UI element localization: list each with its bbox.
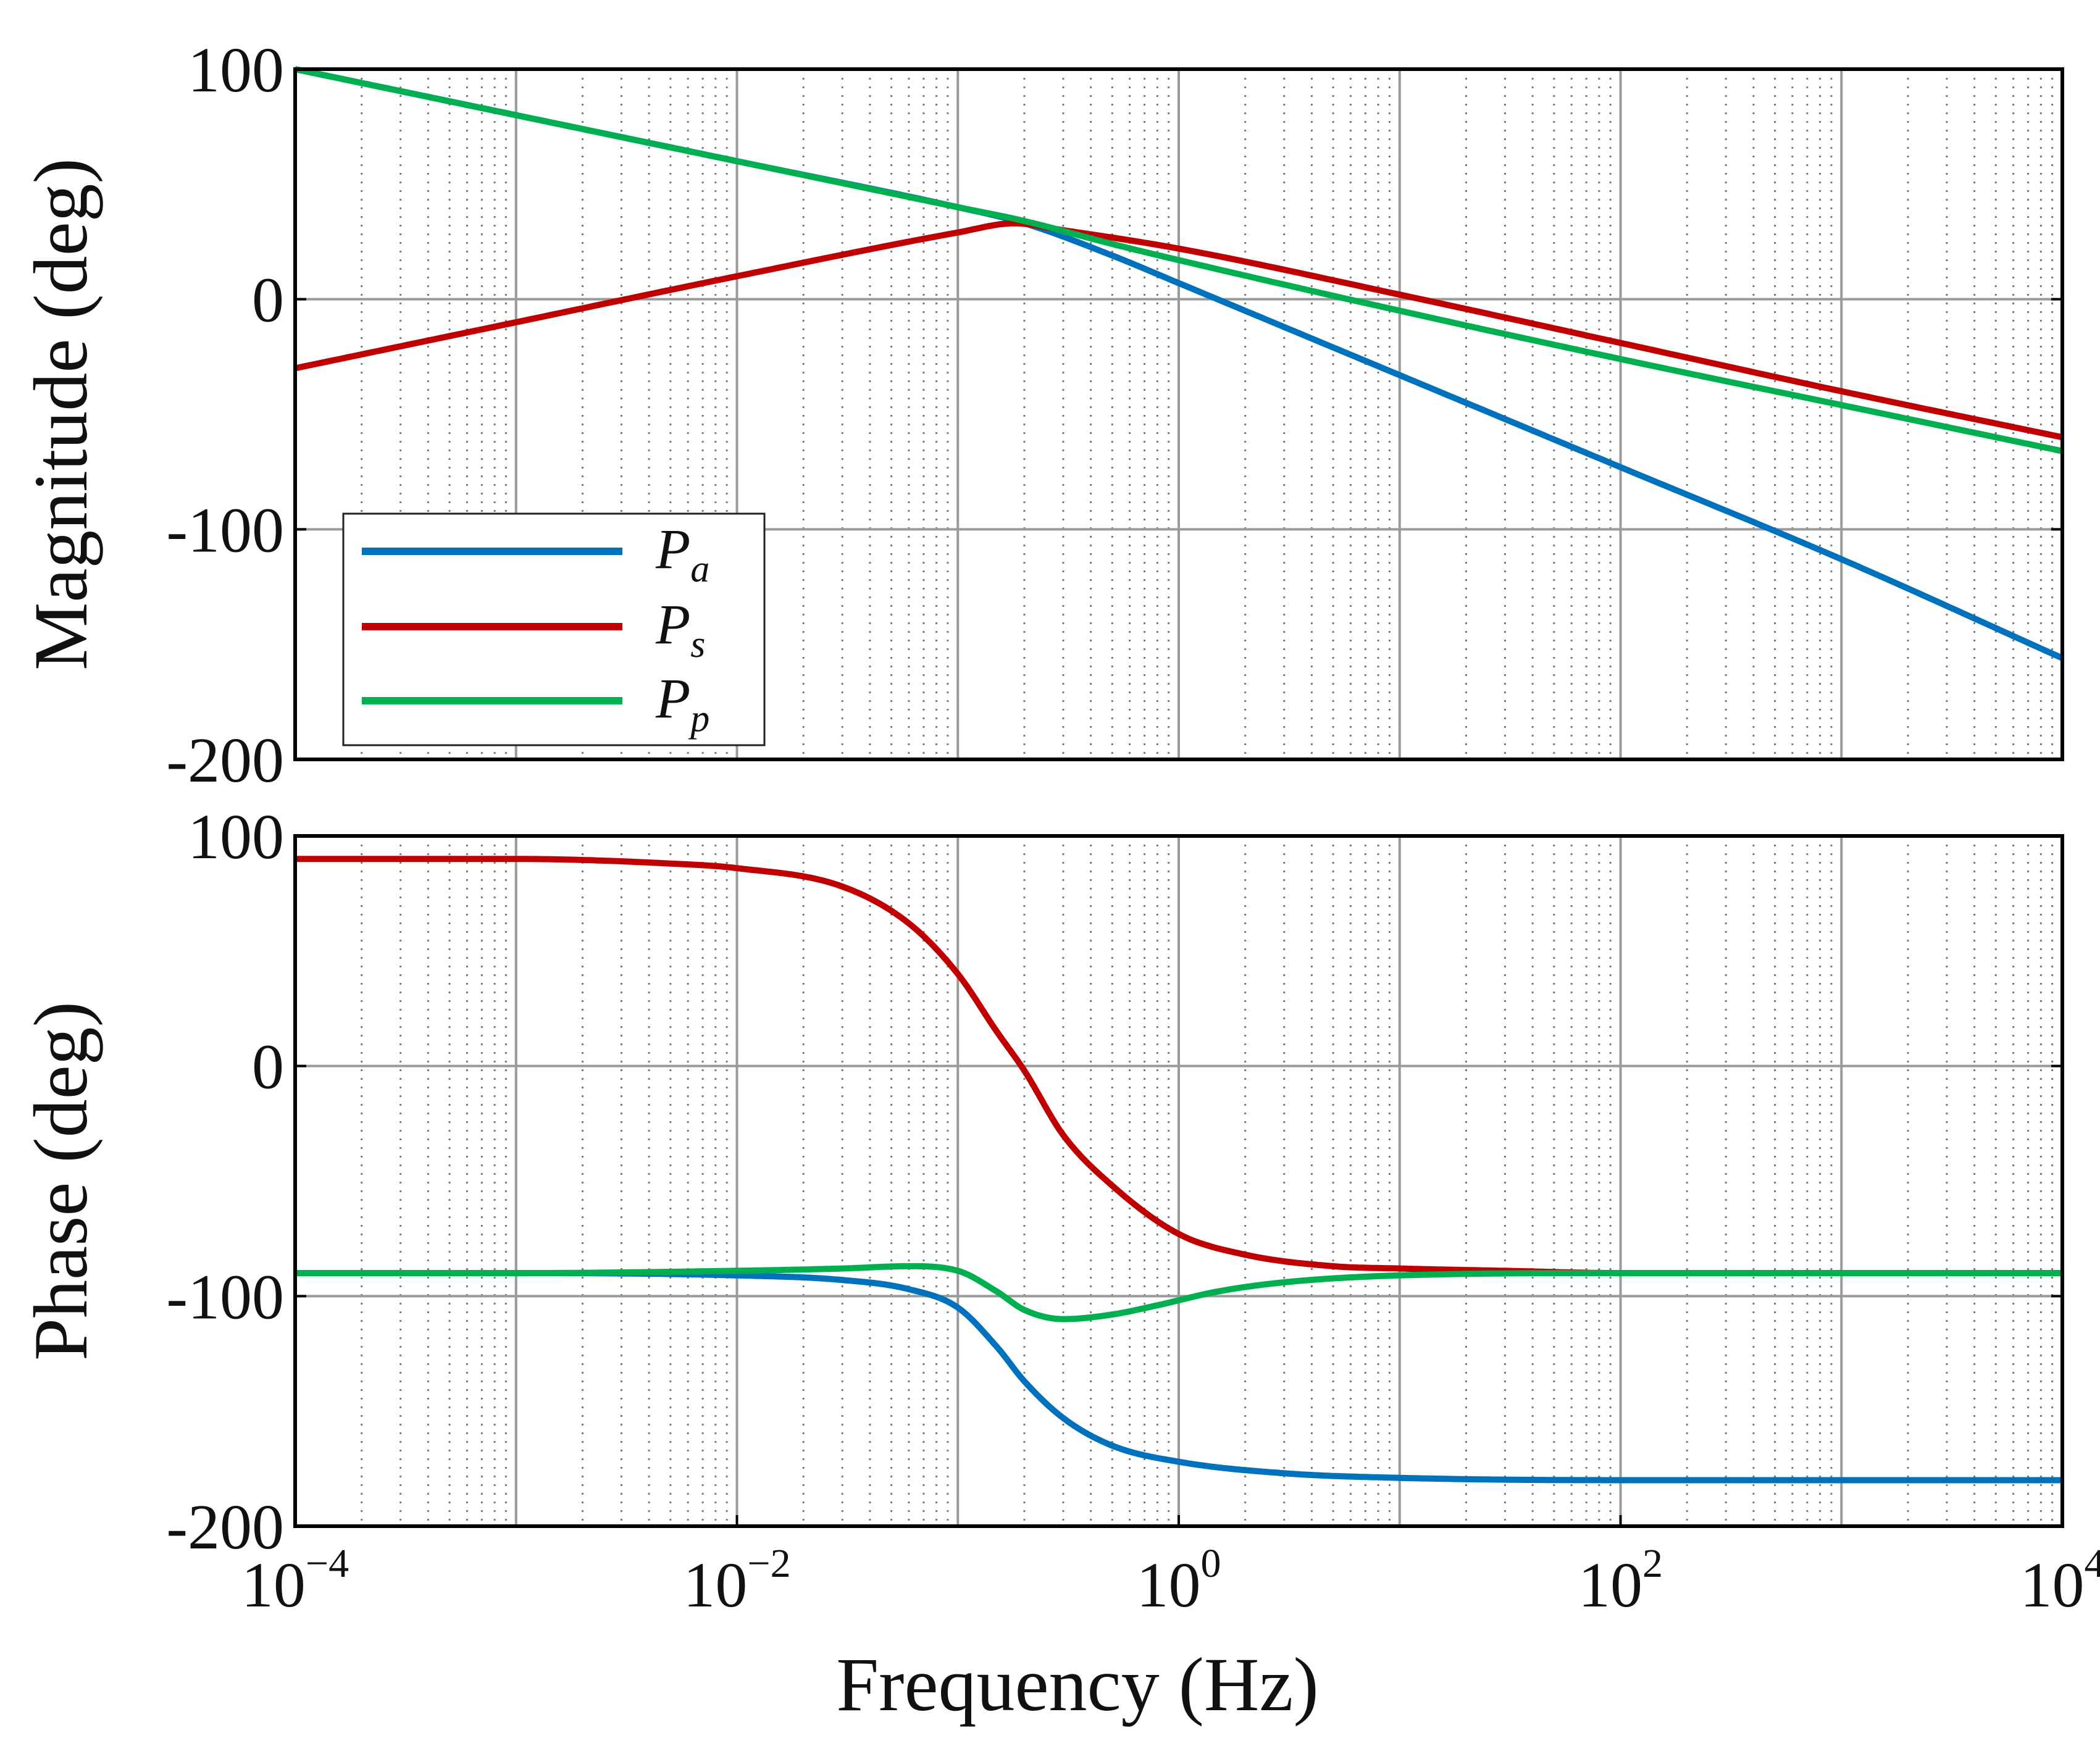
phase-ylabel: Phase (deg) — [19, 1001, 103, 1361]
phase-ytick-label: -100 — [166, 1261, 284, 1332]
mag-ytick-label: -100 — [166, 495, 284, 566]
mag-ytick-label: -200 — [166, 725, 284, 796]
phase-line-pa — [295, 1270, 2062, 1484]
magnitude-panel: 100 0 -100 -200 Magnitude (deg) Pa Ps Pp — [19, 35, 2064, 796]
legend-label-ps: Ps — [655, 593, 705, 666]
mag-line-pp — [294, 66, 2063, 454]
phase-ytick-label: 100 — [188, 801, 284, 872]
phase-y-ticks: 100 0 -100 -200 — [166, 801, 2062, 1563]
phase-ytick-label: 0 — [252, 1032, 284, 1103]
xtick-label: 104 — [2020, 1541, 2100, 1621]
phase-series — [295, 856, 2062, 1484]
phase-ytick-label: -200 — [166, 1492, 284, 1563]
magnitude-series — [294, 66, 2064, 661]
legend: Pa Ps Pp — [342, 512, 766, 746]
magnitude-ylabel: Magnitude (deg) — [19, 158, 103, 670]
xtick-label: 10−4 — [241, 1541, 349, 1621]
mag-ytick-label: 0 — [252, 265, 284, 336]
phase-line-pp — [295, 1263, 2062, 1322]
x-axis-label: Frequency (Hz) — [836, 1642, 1319, 1727]
phase-grid — [295, 836, 2062, 1526]
legend-entry-pp: Pp — [362, 667, 709, 740]
mag-ytick-label: 100 — [188, 35, 284, 106]
xtick-label: 102 — [1578, 1541, 1663, 1621]
x-tick-labels: 10−4 10−2 100 102 104 — [241, 1515, 2100, 1621]
xtick-label: 10−2 — [683, 1541, 790, 1621]
legend-entry-ps: Ps — [362, 593, 705, 666]
xtick-label: 100 — [1137, 1541, 1221, 1621]
magnitude-axes-box — [293, 67, 2064, 761]
legend-entry-pa: Pa — [362, 517, 709, 590]
legend-label-pa: Pa — [655, 517, 709, 590]
legend-label-pp: Pp — [655, 667, 709, 740]
magnitude-y-ticks: 100 0 -100 -200 — [166, 35, 2062, 796]
